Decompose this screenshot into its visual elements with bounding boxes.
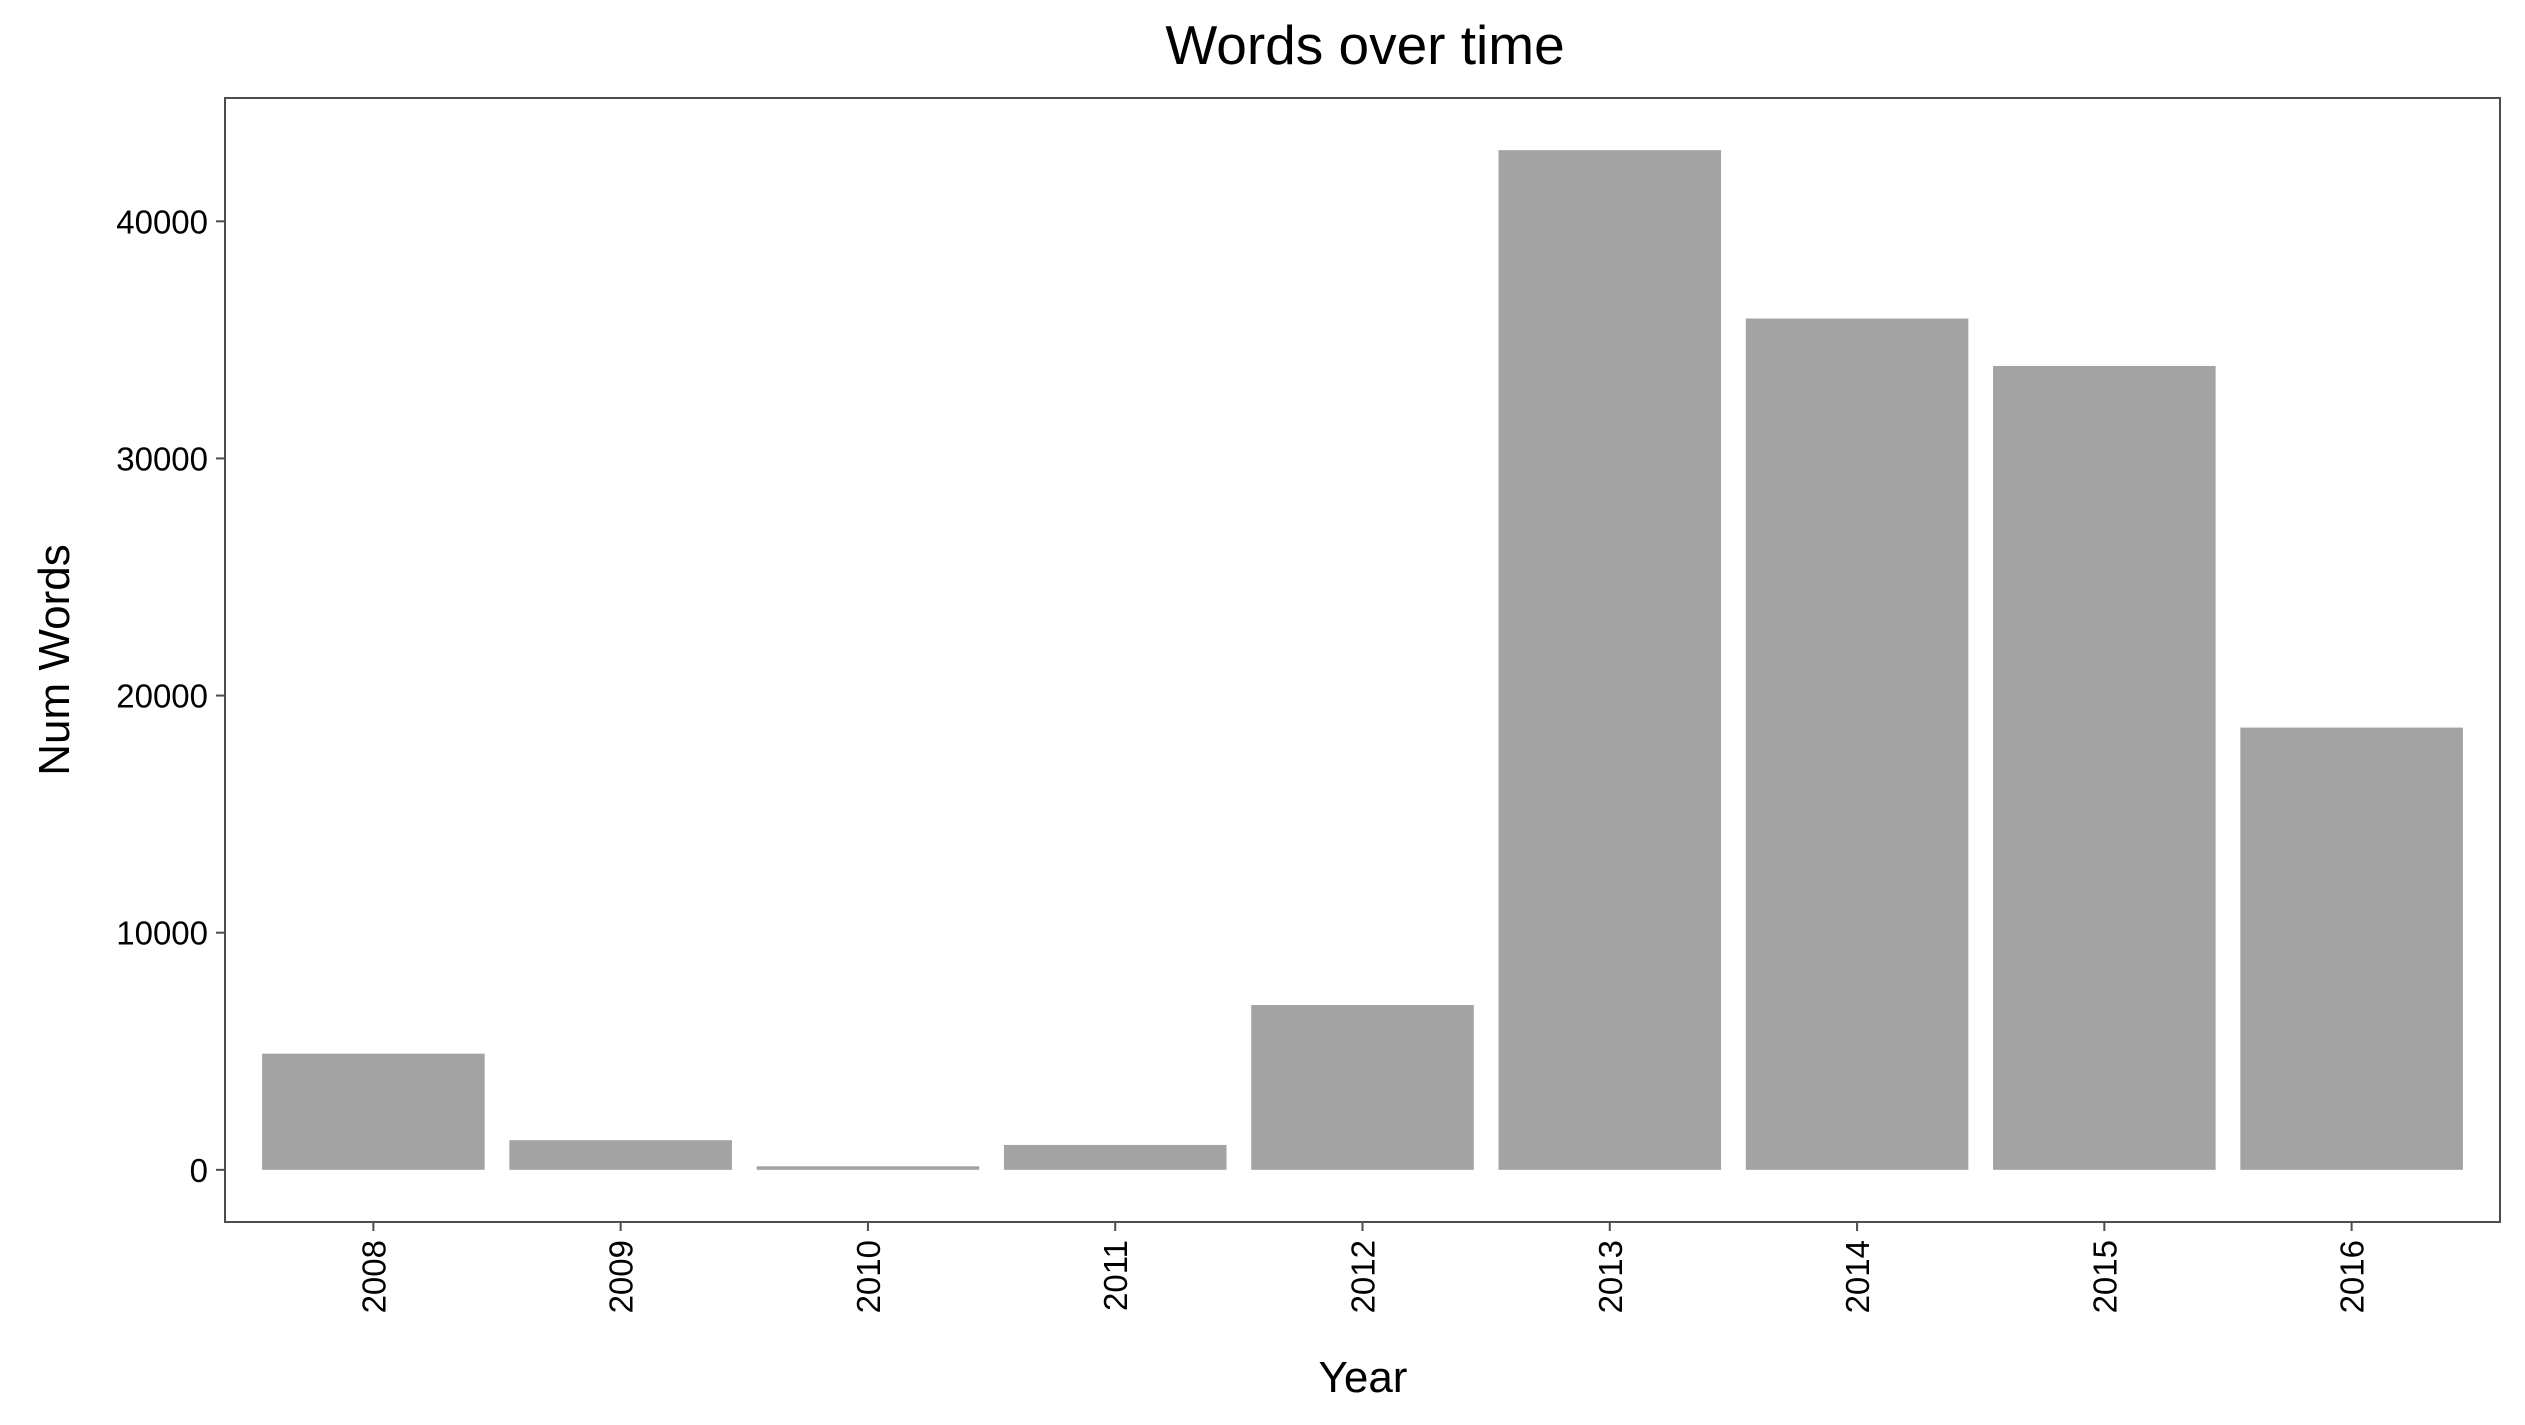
y-tick-label: 40000 — [116, 203, 208, 240]
bar-2014 — [1745, 318, 1969, 1170]
y-axis-title: Num Words — [30, 544, 79, 775]
x-tick-label: 2011 — [1097, 1240, 1134, 1311]
x-tick-label: 2013 — [1592, 1240, 1629, 1313]
bar-2012 — [1251, 1005, 1474, 1170]
x-tick-label: 2010 — [850, 1240, 887, 1313]
bar-2008 — [262, 1053, 485, 1170]
y-tick-label: 0 — [190, 1152, 208, 1189]
x-tick-label: 2009 — [603, 1240, 640, 1313]
y-axis: 0 10000 20000 30000 40000 — [116, 203, 225, 1189]
x-tick-label: 2012 — [1345, 1240, 1382, 1313]
bar-series — [262, 150, 2463, 1170]
y-tick-label: 30000 — [116, 440, 208, 477]
bar-2015 — [1993, 365, 2216, 1170]
x-tick-label: 2008 — [355, 1240, 392, 1313]
bar-2009 — [509, 1140, 732, 1170]
x-tick-label: 2014 — [1839, 1240, 1876, 1313]
bar-2010 — [756, 1166, 980, 1170]
y-tick-label: 20000 — [116, 678, 208, 715]
bar-2011 — [1003, 1144, 1227, 1170]
plot-panel-border — [224, 97, 2501, 1223]
bar-2016 — [2240, 727, 2463, 1170]
x-tick-label: 2016 — [2334, 1240, 2371, 1313]
x-axis: 2008 2009 2010 2011 2012 2013 2014 2015 2016 — [355, 1222, 2371, 1313]
bar-2013 — [1498, 150, 1722, 1170]
chart-title: Words over time — [1165, 14, 1564, 76]
y-tick-label: 10000 — [116, 915, 208, 952]
x-tick-label: 2015 — [2086, 1240, 2123, 1313]
x-axis-title: Year — [1319, 1353, 1408, 1402]
